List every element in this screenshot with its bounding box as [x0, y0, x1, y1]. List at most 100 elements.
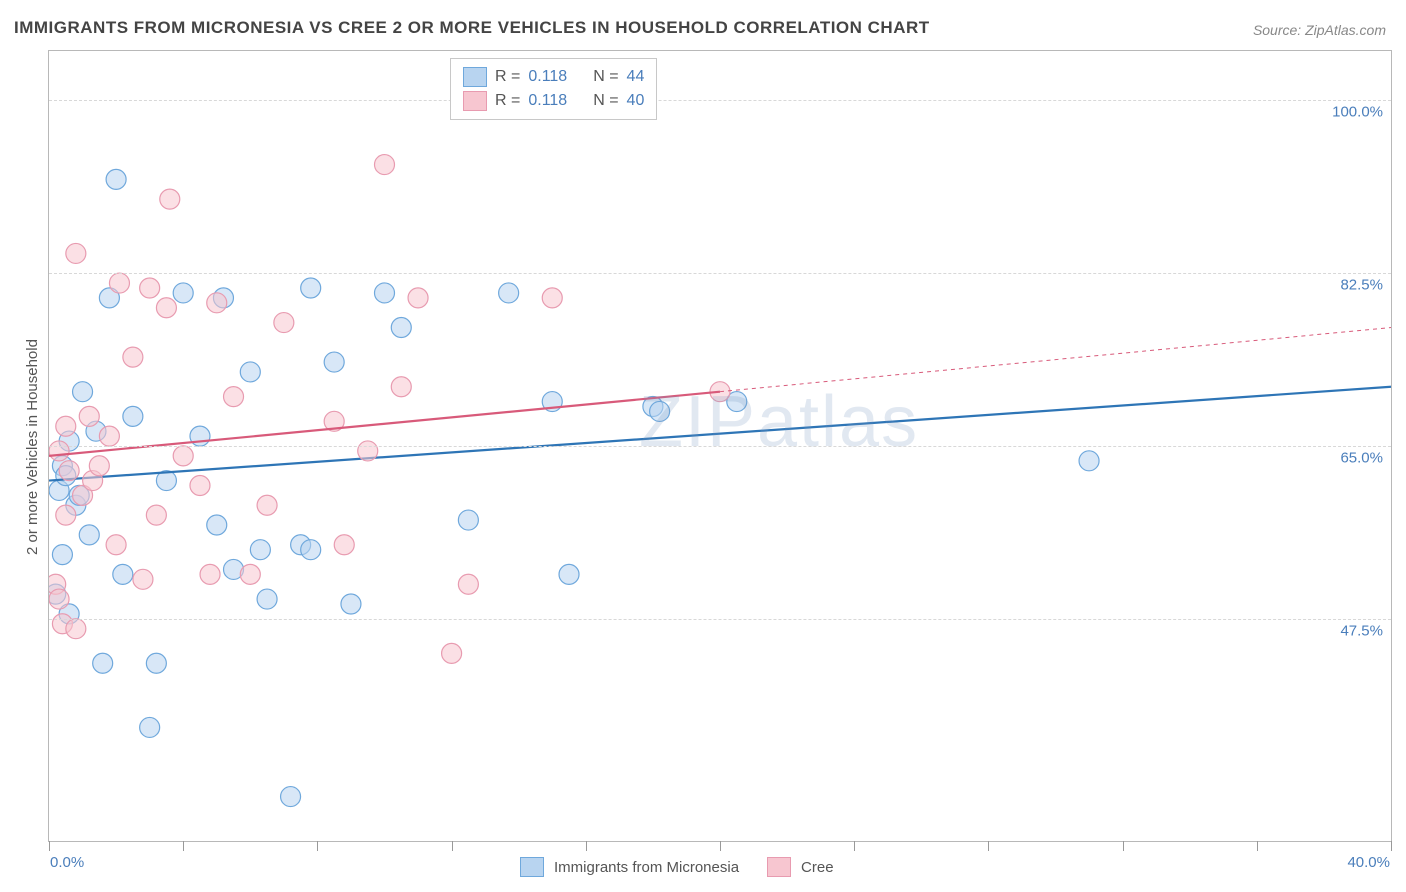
scatter-point: [200, 564, 220, 584]
scatter-point: [207, 293, 227, 313]
scatter-point: [324, 352, 344, 372]
x-tick: [452, 841, 453, 851]
scatter-point: [341, 594, 361, 614]
legend-r-value: 0.118: [528, 65, 567, 89]
legend-swatch: [463, 91, 487, 111]
y-tick-label: 65.0%: [1340, 450, 1383, 467]
scatter-point: [79, 406, 99, 426]
scatter-point: [160, 189, 180, 209]
scatter-point: [113, 564, 133, 584]
legend-n-value: 44: [627, 65, 645, 89]
scatter-point: [56, 416, 76, 436]
scatter-point: [391, 377, 411, 397]
scatter-point: [93, 653, 113, 673]
x-tick: [854, 841, 855, 851]
scatter-point: [408, 288, 428, 308]
scatter-point: [66, 619, 86, 639]
scatter-point: [106, 535, 126, 555]
y-axis-title: 2 or more Vehicles in Household: [24, 339, 41, 555]
x-tick: [720, 841, 721, 851]
scatter-point: [650, 401, 670, 421]
x-tick: [317, 841, 318, 851]
gridline: [49, 273, 1391, 274]
legend-n-value: 40: [627, 89, 645, 113]
legend-stats-row: R = 0.118 N = 40: [463, 89, 644, 113]
legend-series-label: Cree: [801, 859, 834, 876]
legend-r-label: R =: [495, 65, 520, 89]
trend-line-dashed: [720, 328, 1391, 392]
x-tick: [49, 841, 50, 851]
scatter-point: [240, 362, 260, 382]
scatter-point: [99, 426, 119, 446]
source-label: Source: ZipAtlas.com: [1253, 22, 1386, 38]
legend-series-label: Immigrants from Micronesia: [554, 859, 739, 876]
scatter-point: [1079, 451, 1099, 471]
scatter-point: [106, 169, 126, 189]
legend-r-value: 0.118: [528, 89, 567, 113]
legend-n-label: N =: [593, 89, 618, 113]
scatter-point: [89, 456, 109, 476]
scatter-point: [257, 495, 277, 515]
scatter-point: [146, 653, 166, 673]
scatter-point: [133, 569, 153, 589]
scatter-point: [442, 643, 462, 663]
scatter-point: [49, 441, 69, 461]
scatter-point: [375, 283, 395, 303]
scatter-point: [257, 589, 277, 609]
scatter-point: [79, 525, 99, 545]
scatter-point: [375, 155, 395, 175]
scatter-point: [123, 406, 143, 426]
legend-swatch: [520, 857, 544, 877]
scatter-point: [499, 283, 519, 303]
scatter-point: [123, 347, 143, 367]
scatter-point: [66, 243, 86, 263]
legend-r-label: R =: [495, 89, 520, 113]
legend-swatch: [463, 67, 487, 87]
scatter-point: [358, 441, 378, 461]
scatter-point: [73, 382, 93, 402]
x-tick: [1391, 841, 1392, 851]
scatter-point: [207, 515, 227, 535]
scatter-point: [458, 574, 478, 594]
x-tick: [183, 841, 184, 851]
x-axis-min-label: 0.0%: [50, 854, 84, 871]
scatter-point: [190, 476, 210, 496]
legend-n-label: N =: [593, 65, 618, 89]
scatter-point: [301, 540, 321, 560]
scatter-point: [458, 510, 478, 530]
y-tick-label: 100.0%: [1332, 104, 1383, 121]
chart-container: IMMIGRANTS FROM MICRONESIA VS CREE 2 OR …: [0, 0, 1406, 892]
scatter-point: [56, 505, 76, 525]
x-tick: [988, 841, 989, 851]
legend-series: Immigrants from Micronesia Cree: [520, 857, 852, 877]
scatter-point: [59, 461, 79, 481]
scatter-point: [140, 278, 160, 298]
scatter-point: [52, 545, 72, 565]
scatter-point: [156, 298, 176, 318]
chart-title: IMMIGRANTS FROM MICRONESIA VS CREE 2 OR …: [14, 18, 930, 38]
scatter-point: [250, 540, 270, 560]
x-tick: [586, 841, 587, 851]
y-tick-label: 47.5%: [1340, 622, 1383, 639]
scatter-point: [173, 283, 193, 303]
x-tick: [1123, 841, 1124, 851]
y-tick-label: 82.5%: [1340, 277, 1383, 294]
legend-stats-box: R = 0.118 N = 44 R = 0.118 N = 40: [450, 58, 657, 120]
scatter-point: [224, 387, 244, 407]
x-axis-max-label: 40.0%: [1347, 854, 1390, 871]
scatter-point: [146, 505, 166, 525]
scatter-point: [281, 787, 301, 807]
plot-area: ZIPatlas 47.5%65.0%82.5%100.0%: [48, 50, 1392, 842]
scatter-point: [140, 717, 160, 737]
scatter-point: [274, 313, 294, 333]
scatter-point: [301, 278, 321, 298]
scatter-point: [240, 564, 260, 584]
x-tick: [1257, 841, 1258, 851]
gridline: [49, 100, 1391, 101]
scatter-point: [559, 564, 579, 584]
gridline: [49, 446, 1391, 447]
scatter-point: [49, 589, 69, 609]
scatter-point: [109, 273, 129, 293]
scatter-point: [173, 446, 193, 466]
legend-swatch: [767, 857, 791, 877]
